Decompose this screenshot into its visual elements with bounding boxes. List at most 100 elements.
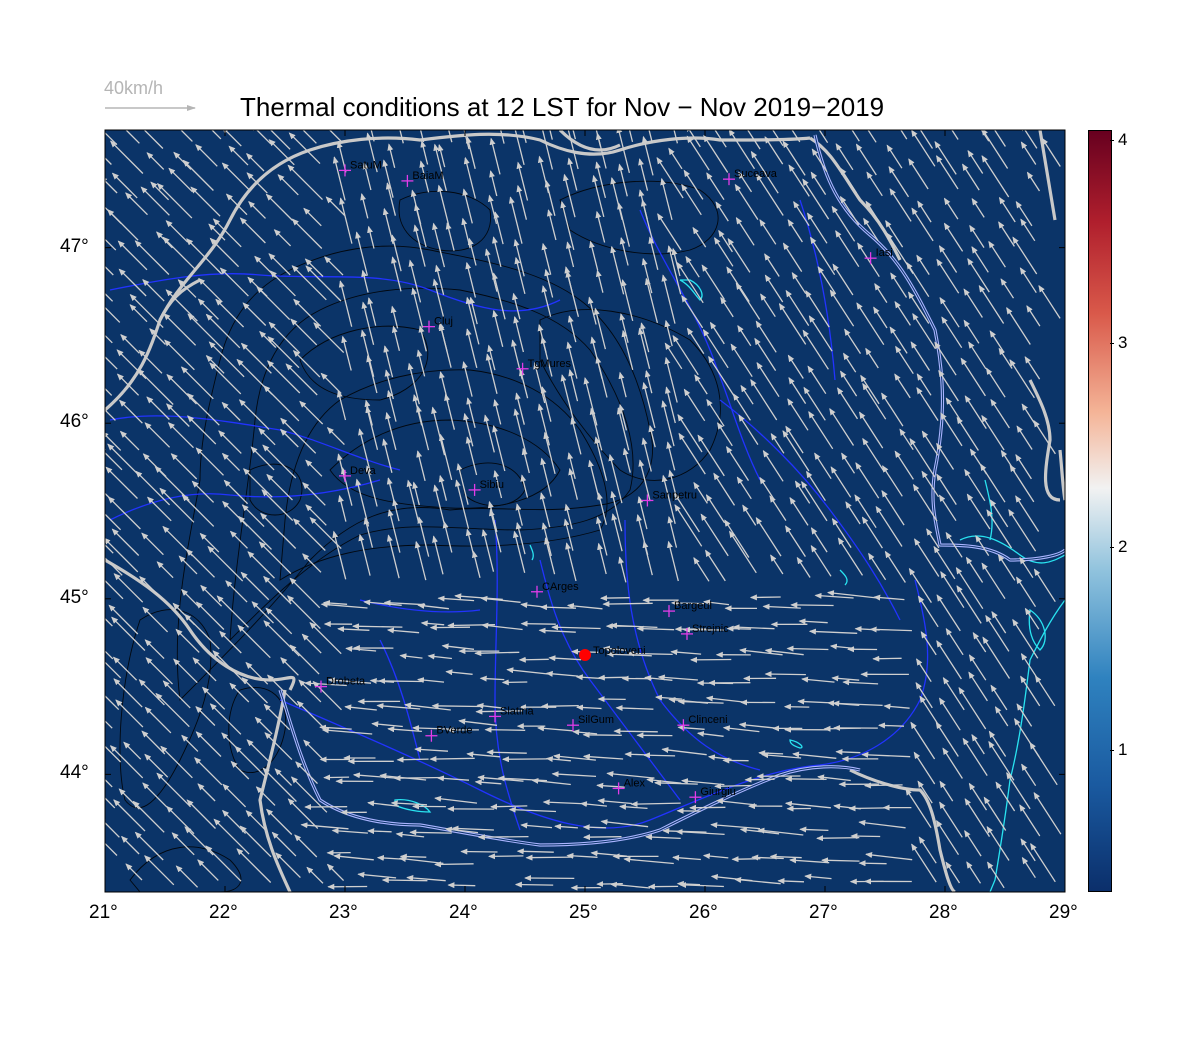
wind-arrow	[839, 195, 860, 226]
station-marker[interactable]: Clinceni	[677, 714, 728, 732]
station-label: Suceava	[734, 168, 778, 180]
wind-arrow	[289, 577, 321, 609]
wind-arrow	[195, 144, 218, 167]
station-marker[interactable]: Slatina	[489, 705, 535, 723]
wind-arrow	[228, 145, 249, 166]
x-tick-label: 25°	[569, 902, 598, 923]
wind-arrow	[582, 753, 624, 760]
station-marker[interactable]: Strejnic	[681, 623, 729, 640]
station-marker[interactable]: Deva	[339, 465, 377, 482]
station-marker[interactable]: Bargeul	[663, 600, 712, 618]
wind-arrow	[138, 679, 165, 706]
wind-arrow	[105, 409, 116, 421]
wind-arrow	[676, 261, 704, 304]
wind-arrow	[717, 422, 733, 447]
wind-arrow	[938, 494, 957, 522]
station-marker[interactable]: Suceava	[723, 168, 778, 186]
wind-arrow	[732, 393, 751, 421]
wind-arrow	[997, 554, 1016, 581]
wind-arrow	[291, 218, 323, 249]
wind-arrow	[239, 217, 266, 244]
wind-arrow	[613, 728, 658, 735]
station-label: Bargeul	[674, 600, 712, 612]
wind-arrow	[693, 481, 708, 504]
wind-arrow	[245, 152, 265, 172]
wind-arrow	[686, 135, 710, 171]
wind-arrow	[751, 854, 784, 861]
station-marker[interactable]: Alex	[612, 777, 646, 795]
wind-arrow	[609, 881, 651, 889]
wind-arrow	[437, 595, 475, 602]
wind-arrow	[212, 650, 247, 685]
station-marker[interactable]: BaiaM	[401, 170, 444, 187]
wind-arrow	[365, 405, 379, 450]
wind-arrow	[962, 737, 988, 776]
wind-arrow	[134, 831, 164, 861]
wind-arrow	[764, 274, 784, 303]
station-marker[interactable]: Giurgiu	[689, 786, 736, 804]
wind-arrow	[344, 704, 377, 711]
wind-arrow	[885, 220, 904, 248]
wind-arrow	[994, 706, 1009, 727]
wind-arrow	[727, 238, 751, 273]
wind-arrow	[785, 525, 806, 557]
station-marker[interactable]: TgMures	[516, 358, 572, 375]
wind-arrow	[642, 540, 653, 576]
wind-arrow	[173, 658, 198, 684]
wind-arrow	[981, 155, 1010, 198]
wind-arrow	[109, 140, 144, 174]
wind-arrow	[197, 298, 219, 320]
station-marker[interactable]: Sanpetru	[641, 489, 697, 507]
wind-arrow	[190, 186, 221, 217]
wind-arrow	[936, 594, 961, 632]
wind-arrow	[1029, 742, 1058, 786]
wind-arrow	[835, 143, 854, 171]
wind-arrow	[487, 500, 498, 533]
wind-arrow	[1041, 137, 1061, 167]
wind-arrow	[576, 704, 602, 711]
station-marker[interactable]: BVerde	[425, 725, 472, 742]
wind-arrow	[986, 825, 1010, 861]
wind-arrow	[340, 466, 353, 506]
station-marker[interactable]: Drobeta	[315, 676, 366, 693]
station-marker[interactable]: SatuM	[339, 159, 382, 177]
wind-arrow	[714, 130, 727, 148]
wind-arrow	[921, 430, 939, 456]
wind-arrow	[1016, 703, 1033, 727]
selected-location-marker[interactable]	[579, 648, 591, 661]
station-marker[interactable]: SilGum	[567, 714, 614, 732]
wind-arrow	[967, 257, 990, 293]
wind-arrow	[432, 222, 446, 268]
wind-arrow	[1020, 675, 1041, 707]
wind-arrow	[280, 657, 299, 676]
wind-arrow	[911, 130, 936, 167]
station-marker[interactable]: Iasi	[864, 247, 893, 265]
wind-arrow	[291, 265, 327, 301]
wind-arrow	[111, 616, 146, 651]
station-marker[interactable]: Cluj	[423, 316, 453, 333]
wind-arrow	[740, 384, 754, 405]
station-marker[interactable]: CArges	[531, 581, 579, 598]
wind-arrow	[429, 755, 475, 762]
wind-arrow	[1021, 403, 1035, 424]
wind-arrow	[759, 219, 777, 245]
wind-arrow	[462, 361, 473, 397]
wind-arrow	[989, 499, 1009, 528]
wind-arrow	[465, 136, 476, 169]
wind-arrow	[445, 222, 455, 251]
wind-arrow	[229, 530, 248, 549]
wind-arrow	[602, 645, 626, 652]
wind-arrow	[942, 747, 963, 779]
wind-arrow	[621, 279, 634, 322]
wind-arrow	[1033, 568, 1056, 603]
wind-arrow	[881, 490, 905, 526]
wind-arrow	[418, 325, 427, 352]
wind-arrow	[323, 774, 350, 781]
colorbar-tick-label: 1	[1118, 739, 1128, 759]
station-marker[interactable]: Sibiu	[468, 479, 504, 496]
wind-arrow	[269, 270, 296, 297]
wind-arrow	[305, 504, 327, 526]
wind-arrow	[792, 751, 837, 759]
wind-arrow	[718, 229, 733, 253]
wind-arrow	[105, 537, 139, 573]
